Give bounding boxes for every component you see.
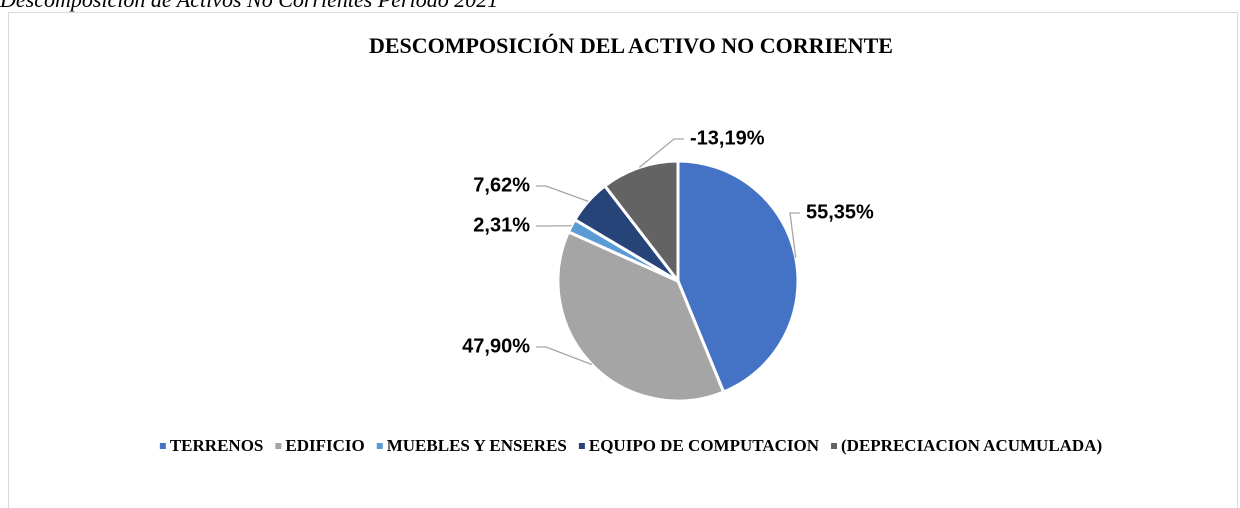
pie-slice: [676, 159, 800, 394]
data-label: 55,35%: [806, 201, 874, 223]
legend-swatch: [376, 443, 383, 449]
pie-slice: [602, 159, 680, 286]
data-label: 2,31%: [473, 214, 530, 236]
legend-swatch: [159, 443, 166, 449]
pie-slice: [556, 229, 726, 403]
leader-line: [536, 346, 593, 366]
legend-swatch: [831, 443, 838, 449]
data-label: 47,90%: [462, 335, 530, 357]
legend-label: TERRENOS: [170, 436, 264, 455]
leader-line: [638, 138, 684, 168]
legend-swatch: [275, 443, 282, 449]
legend-label: MUEBLES Y ENSERES: [387, 436, 567, 455]
legend-label: EDIFICIO: [285, 436, 364, 455]
legend-label: EQUIPO DE COMPUTACION: [589, 436, 820, 455]
data-label: -13,19%: [690, 127, 765, 149]
leader-line: [536, 185, 589, 202]
legend: TERRENOS EDIFICIO MUEBLES Y ENSERES EQUIPO …: [159, 436, 1102, 455]
chart-title: DESCOMPOSICIÓN DEL ACTIVO NO CORRIENTE: [369, 33, 893, 58]
leader-line: [789, 212, 800, 258]
caption: Descomposición de Activos No Corrientes …: [0, 0, 498, 12]
legend-label: (DEPRECIACION ACUMULADA): [841, 436, 1102, 455]
data-label: 7,62%: [473, 174, 530, 196]
legend-swatch: [578, 443, 585, 449]
